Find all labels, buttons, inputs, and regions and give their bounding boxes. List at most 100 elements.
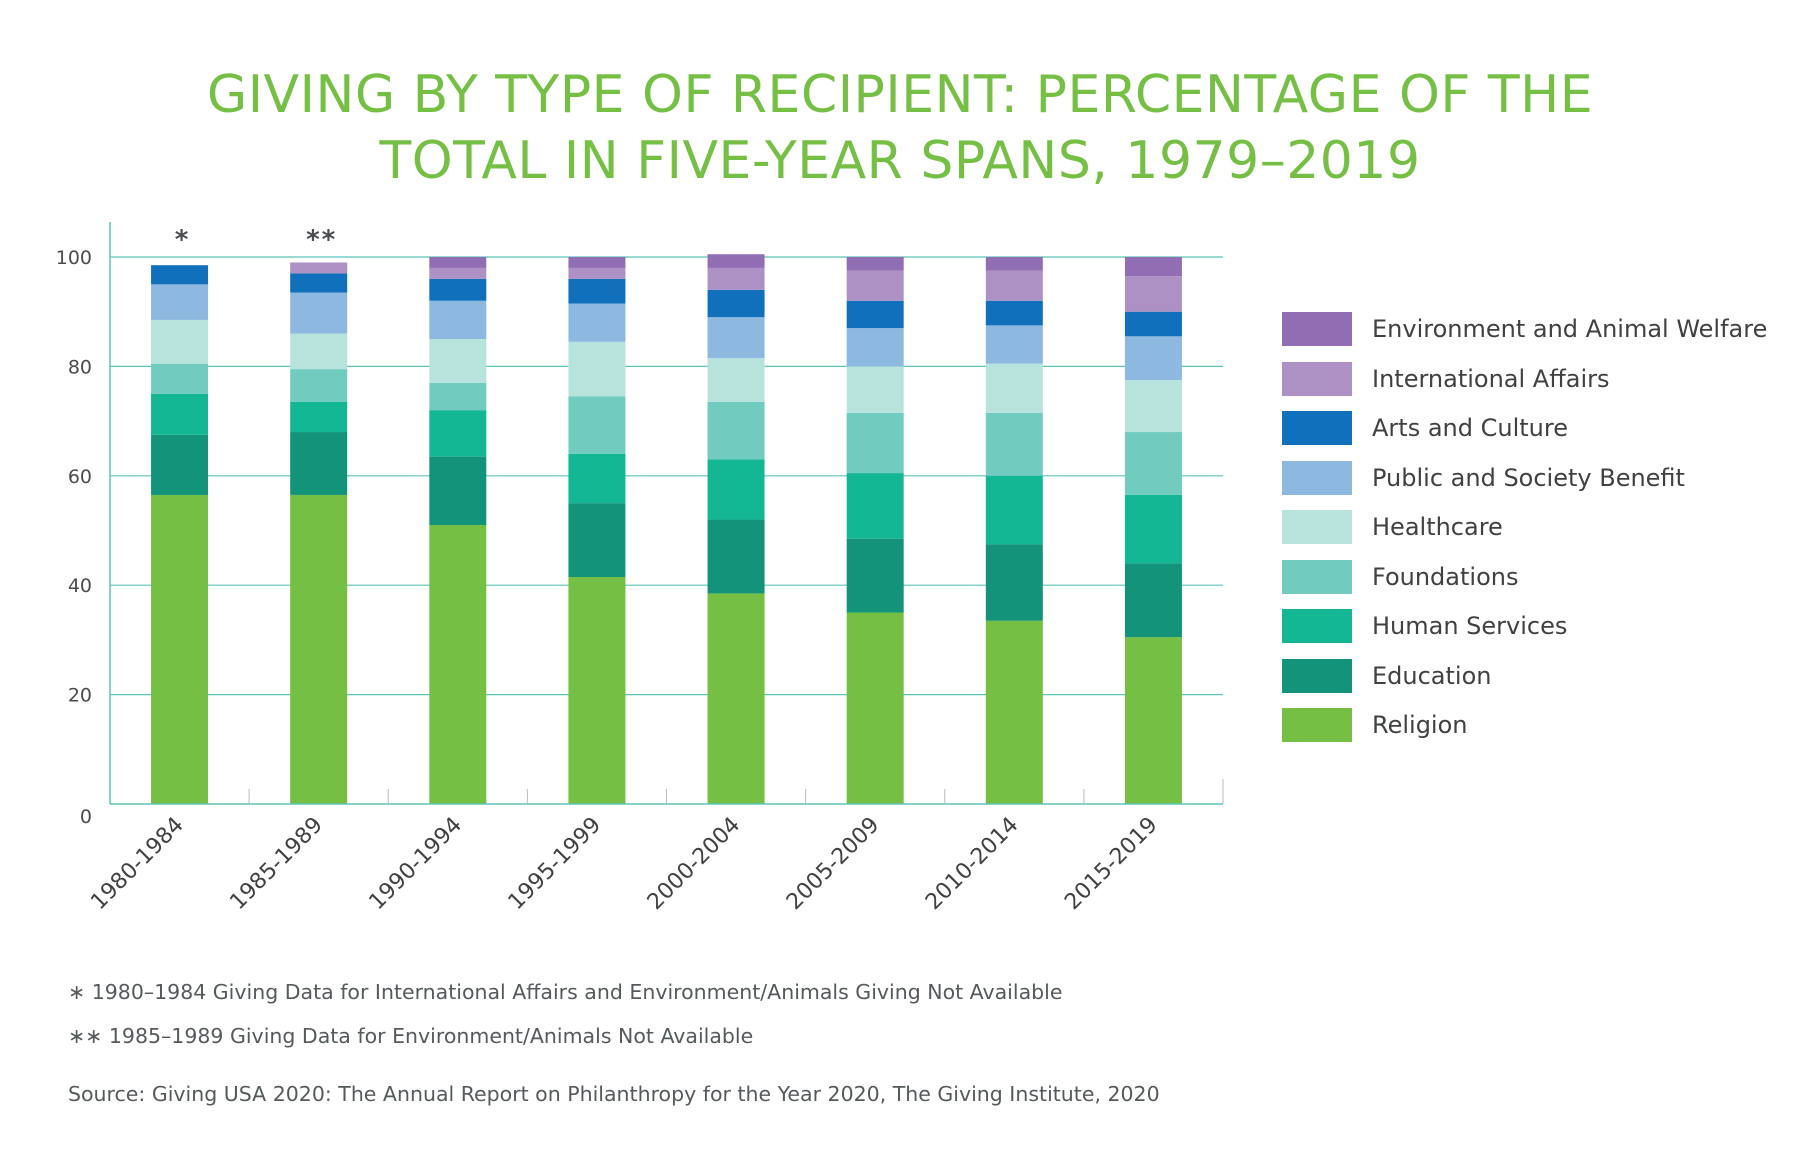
x-tick-label-2010-2014: 2010-2014 [921,813,1023,915]
bar-segment-public-and-society-benefit [1124,336,1182,381]
bar-stack-1995-1999 [568,257,626,804]
bar-segment-education [290,432,348,495]
source-note: Source: Giving USA 2020: The Annual Repo… [68,1082,1160,1106]
x-tick-label-1980-1984: 1980-1984 [86,813,188,915]
bar-segment-religion [568,576,626,804]
footnote-1985-1989: ∗∗ 1985–1989 Giving Data for Environment… [68,1024,754,1048]
x-tick-label-2000-2004: 2000-2004 [643,813,745,915]
bar-segment-healthcare [1124,380,1182,433]
legend-label: Foundations [1372,562,1519,591]
bar-stack-2005-2009 [846,257,904,804]
bar-segment-foundations [568,396,626,454]
gridlines [110,256,1223,696]
bar-segment-foundations [151,363,209,394]
bar-segment-foundations [1124,432,1182,495]
bar-stack-2000-2004 [707,254,765,804]
bar-note-mark: * [175,225,191,255]
legend-swatch [1282,559,1352,594]
legend-swatch [1282,658,1352,693]
legend-label: Education [1372,661,1492,690]
bar-segment-environment-and-animal-welfare [985,257,1043,271]
bar-segment-healthcare [290,333,348,370]
bar-segment-education [429,456,487,526]
bar-segment-education [846,538,904,613]
bar-segment-healthcare [985,363,1043,413]
bar-segment-international-affairs [1124,276,1182,312]
bar-segment-environment-and-animal-welfare [429,257,487,268]
chart-title-line-2: TOTAL IN FIVE-YEAR SPANS, 1979–2019 [379,131,1421,191]
bar-segment-human-services [707,459,765,520]
legend-item-foundations: Foundations [1282,559,1519,594]
y-tick-label-80: 80 [68,356,92,378]
legend-swatch [1282,312,1352,346]
bar-segment-healthcare [568,341,626,397]
legend-label: Environment and Animal Welfare [1372,315,1768,343]
legend-label: Arts and Culture [1372,414,1568,442]
bar-stack-1990-1994 [429,257,487,804]
bar-segment-arts-and-culture [985,300,1043,326]
bar-segment-human-services [568,453,626,504]
legend-label: International Affairs [1372,364,1610,393]
bar-segment-religion [151,494,209,804]
bar-segment-human-services [429,410,487,457]
bar-segment-religion [1124,637,1182,804]
legend-swatch [1282,510,1352,544]
bar-segment-arts-and-culture [290,273,348,293]
bar-segment-public-and-society-benefit [429,300,487,340]
chart-title-line-1: GIVING BY TYPE OF RECIPIENT: PERCENTAGE … [206,65,1594,125]
bar-segment-environment-and-animal-welfare [568,257,626,268]
bar-segment-environment-and-animal-welfare [1124,257,1182,277]
x-tick-label-2005-2009: 2005-2009 [782,813,884,915]
legend-label: Human Services [1372,612,1568,640]
legend-label: Public and Society Benefit [1372,463,1685,492]
bar-segment-human-services [985,475,1043,545]
bar-segment-healthcare [846,366,904,413]
bar-segment-religion [429,525,487,804]
legend-item-human-services: Human Services [1282,609,1567,643]
bar-segment-international-affairs [290,262,348,274]
bar-segment-human-services [1124,494,1182,564]
bar-segment-arts-and-culture [846,300,904,329]
y-tick-label-40: 40 [68,575,92,597]
bar-segment-human-services [846,473,904,539]
bar-segment-public-and-society-benefit [846,328,904,367]
legend-item-arts-and-culture: Arts and Culture [1282,411,1568,445]
bar-segment-international-affairs [707,267,765,290]
bar-segment-arts-and-culture [568,278,626,304]
bar-segment-public-and-society-benefit [985,325,1043,364]
legend-item-education: Education [1282,658,1492,693]
bar-segment-foundations [707,401,765,460]
bar-segment-environment-and-animal-welfare [707,254,765,268]
bar-segment-religion [985,620,1043,804]
bar-segment-human-services [290,401,348,433]
y-tick-label-20: 20 [68,685,92,707]
y-tick-label-0: 0 [80,806,92,828]
bar-segment-education [568,503,626,577]
bar-stack-2010-2014 [985,257,1043,804]
x-tick-label-1990-1994: 1990-1994 [365,813,467,915]
bar-segment-healthcare [707,358,765,402]
axes: 0 20 40 60 80 100 1980-1984 1985-1989 1990-1994 1… [56,222,1224,915]
y-tick-label-100: 100 [56,247,92,269]
bar-segment-public-and-society-benefit [151,284,209,320]
bar-note-mark: ** [306,225,337,255]
legend-item-environment-and-animal-welfare: Environment and Animal Welfare [1282,312,1767,346]
bar-segment-international-affairs [568,267,626,279]
legend-label: Healthcare [1372,513,1503,541]
bar-segment-arts-and-culture [707,289,765,318]
legend-swatch [1282,460,1352,495]
bar-segment-arts-and-culture [151,265,209,285]
legend-item-healthcare: Healthcare [1282,510,1503,544]
bar-segment-foundations [985,412,1043,476]
legend-item-religion: Religion [1282,708,1468,742]
legend-label: Religion [1372,711,1468,739]
bar-segment-human-services [151,393,209,435]
bar-stack-1985-1989: ** [290,225,348,804]
chart-title: GIVING BY TYPE OF RECIPIENT: PERCENTAGE … [0,62,1800,194]
x-tick-label-1985-1989: 1985-1989 [225,813,327,915]
bar-stack-1980-1984: * [151,225,209,804]
legend-swatch [1282,361,1352,396]
bar-segment-international-affairs [985,270,1043,301]
bar-segment-public-and-society-benefit [568,303,626,342]
